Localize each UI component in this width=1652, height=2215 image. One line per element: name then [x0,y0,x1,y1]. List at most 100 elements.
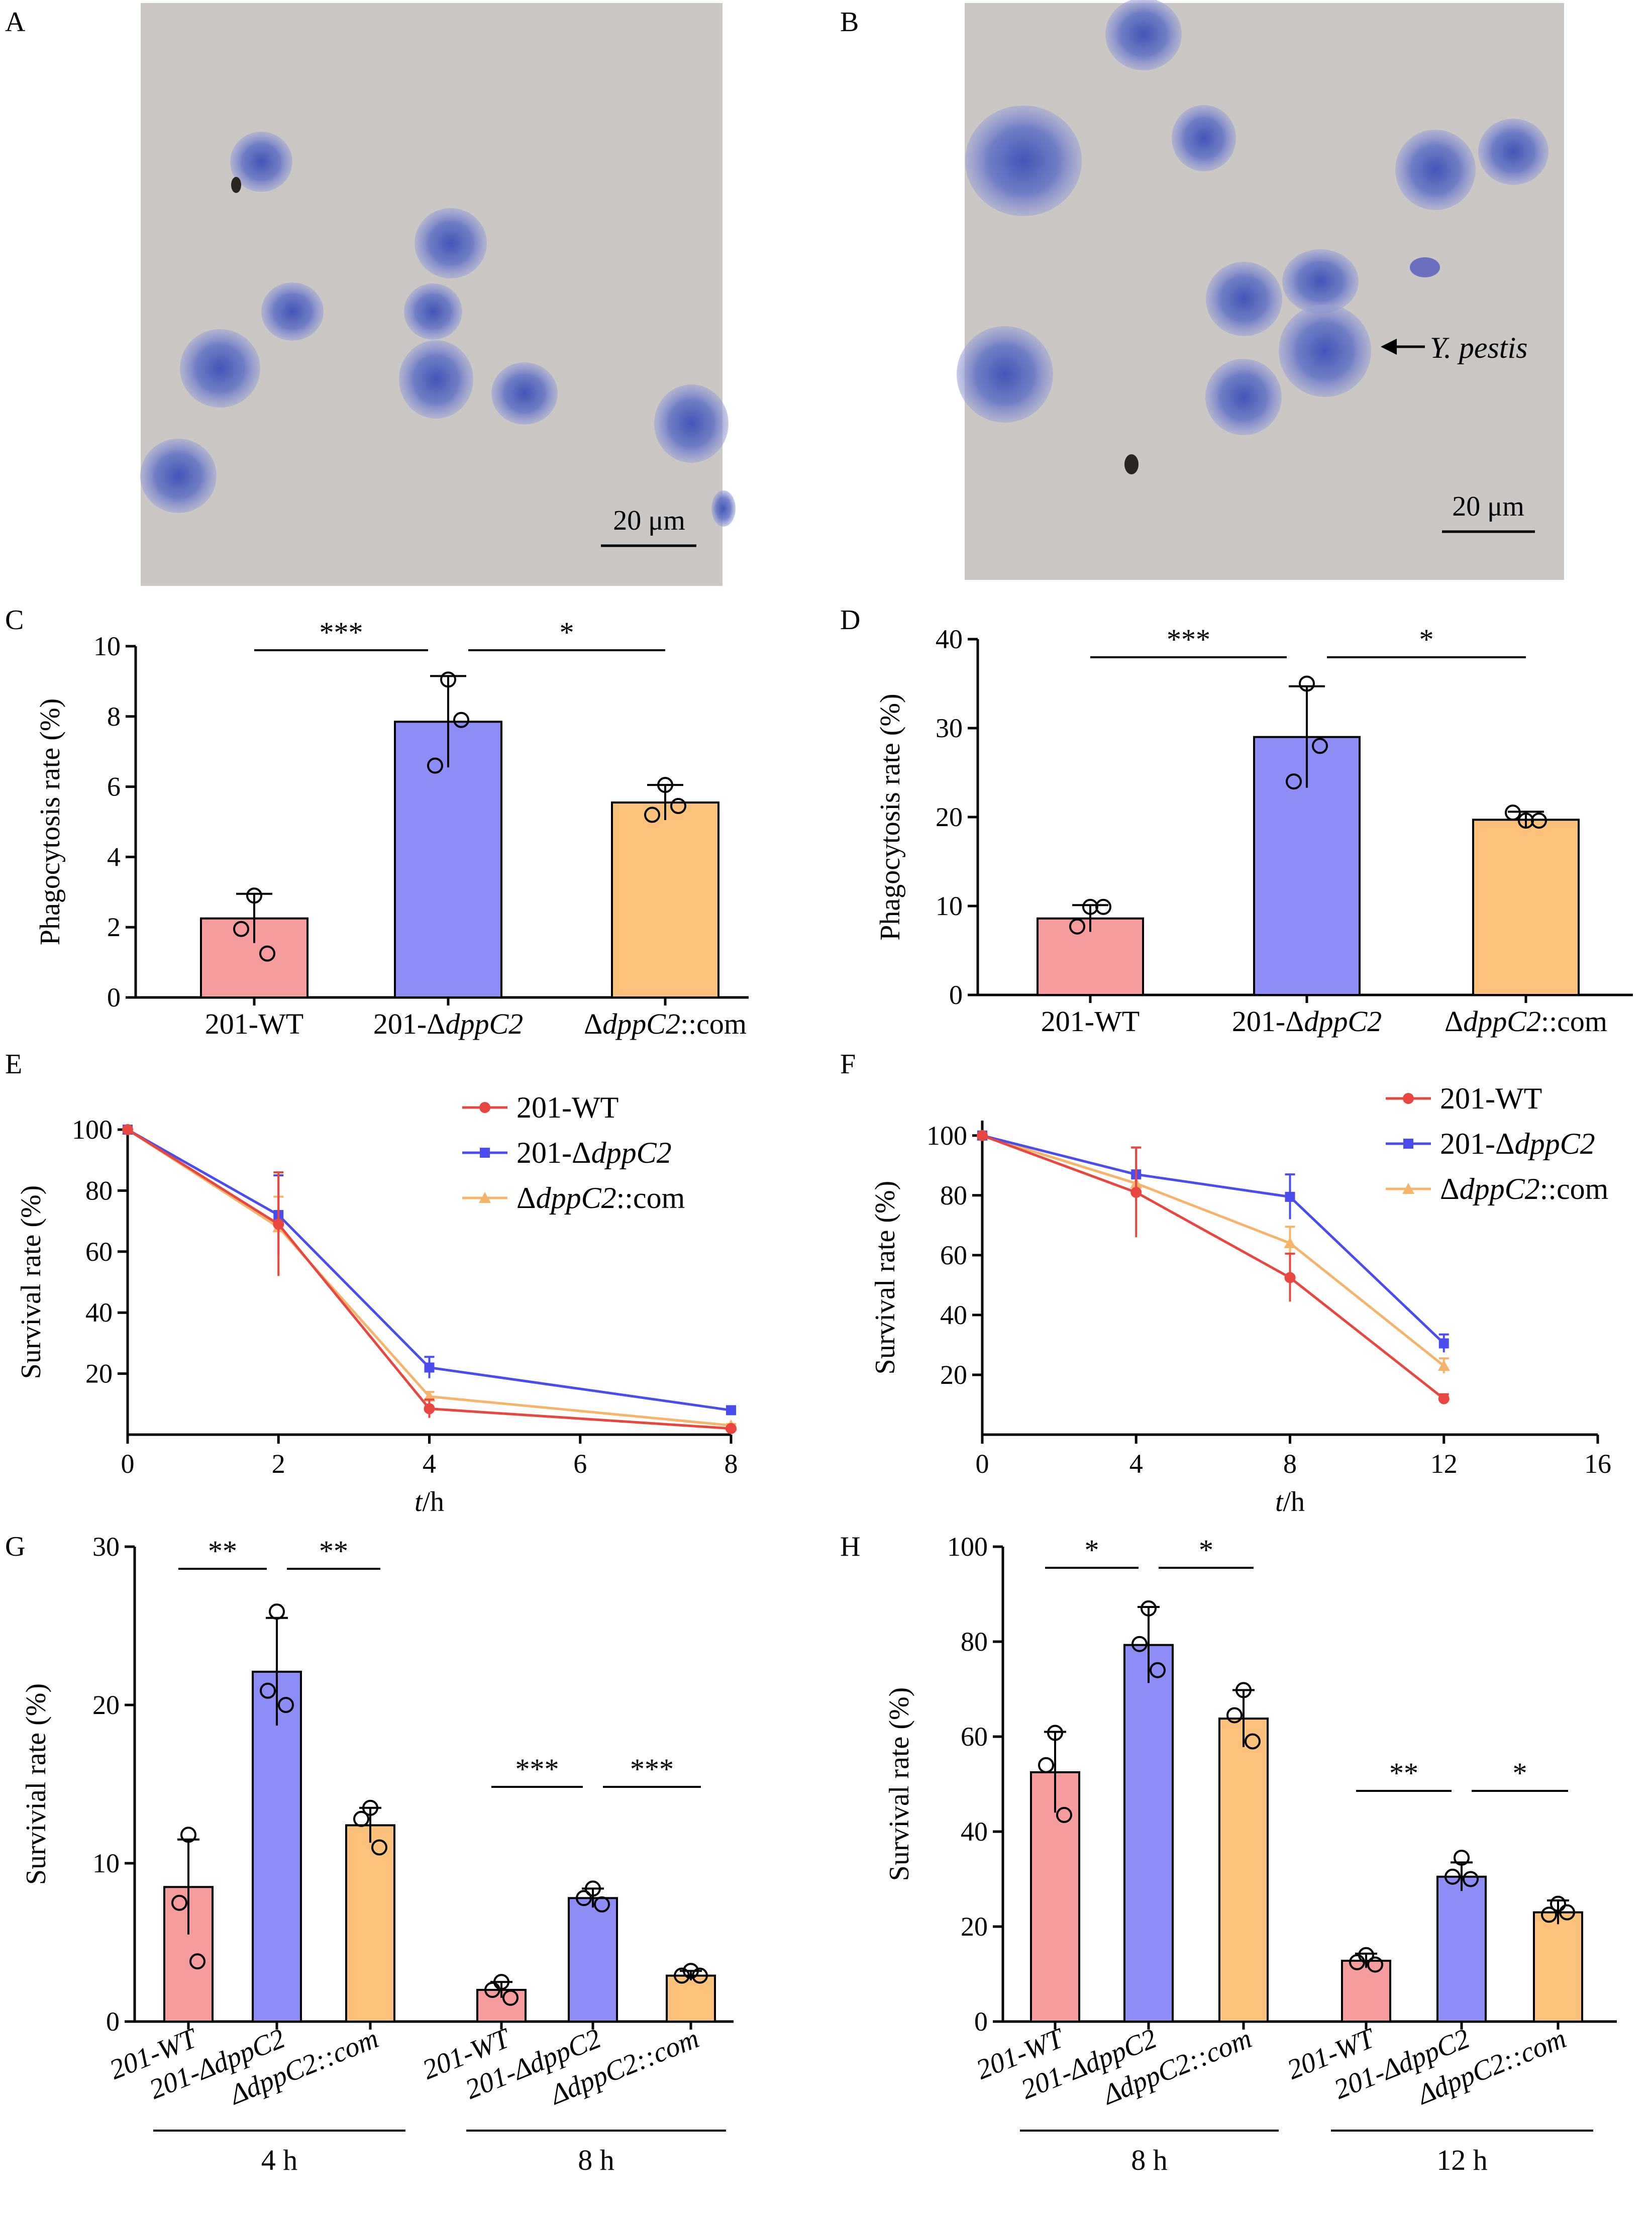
significance-label: ** [319,1535,348,1567]
y-tick-label: 10 [92,1848,120,1878]
data-point [424,1362,435,1373]
data-point [1095,898,1111,915]
arrow-head [1381,339,1397,355]
data-point [670,798,686,815]
panel-h-letter: H [840,1531,860,1562]
y-tick-label: 0 [107,982,121,1013]
legend-label: 201-WT [517,1091,618,1124]
significance-label: * [1085,1534,1099,1566]
data-point [1130,1186,1142,1198]
panel-a-letter: A [5,7,26,38]
debris [1124,454,1139,474]
data-point [1444,1868,1461,1885]
debris [231,177,241,193]
y-tick-label: 80 [940,1180,967,1211]
bar [1341,1960,1391,2023]
data-point [353,1810,369,1827]
x-tick-label: ΔdppC2::com [584,1008,747,1040]
data-point [180,1827,196,1843]
data-point [1438,1338,1449,1349]
x-tick-label: 0 [121,1449,135,1479]
y-tick-label: 100 [926,1121,967,1151]
x-axis-label: t/h [415,1486,444,1518]
cell [1395,130,1476,210]
bar [1218,1718,1269,2023]
bar [1123,1644,1174,2023]
data-point [1559,1904,1575,1921]
significance-label: ** [1389,1757,1418,1789]
chart-panel-e: E Survival rate (%) 20 40 60 80 100 0 2 4 6 8 t/h 201… [5,1049,738,1518]
cell [1478,119,1548,185]
x-axis-label: t/h [1275,1486,1305,1518]
x-tick-label: 4 [423,1449,436,1479]
data-point [1235,1682,1252,1698]
data-point [1285,1191,1295,1202]
x-tick-label: 8 [725,1449,738,1479]
bar [1533,1911,1583,2023]
scalebar-b-label: 20 μm [1452,491,1524,522]
series-line [982,1134,1445,1345]
bar [666,1974,716,2023]
data-point [683,1963,699,1979]
data-point [371,1839,387,1856]
cell [140,439,217,513]
data-point [1403,1139,1413,1149]
data-point [674,1967,690,1984]
data-point [424,1403,435,1415]
significance-label: *** [515,1753,559,1785]
cell [415,208,487,278]
y-tick-label: 40 [940,1300,967,1330]
data-point [644,807,660,823]
data-point [1402,1183,1414,1194]
micrograph-b: B Y. pestis 20 μm [840,0,1564,580]
micrograph-b-cells [957,0,1548,474]
cell [1172,105,1236,171]
data-point [726,1405,736,1416]
y-axis-label: Phagocytosis rate (%) [875,693,906,940]
data-point [1541,1906,1557,1923]
y-tick-label: 2 [107,912,121,942]
significance-label: * [1199,1534,1213,1566]
y-tick-label: 30 [936,713,963,743]
x-tick-label: 0 [976,1449,989,1479]
data-point [977,1130,988,1141]
panel-g-letter: G [5,1531,25,1562]
series-line [127,1128,732,1412]
scalebar-a-label: 20 μm [613,505,685,536]
legend-label: ΔdppC2::com [517,1181,685,1215]
x-tick-label: 201-ΔdppC2 [373,1008,523,1040]
group-label: 8 h [1131,2144,1168,2176]
charts: C Phagocytosis rate (%) 0 2 4 6 8 10 201-WT 201-Δ… [5,605,1633,2176]
y-tick-label: 100 [947,1532,988,1562]
cell [711,490,736,527]
bar [1436,1875,1487,2023]
y-tick-label: 20 [85,1359,113,1389]
cell [1206,262,1282,336]
data-point [273,1219,284,1230]
data-point [585,1880,601,1897]
significance-label: ** [208,1535,237,1567]
x-tick-label: 201-WT [205,1008,304,1040]
data-point [657,777,673,793]
data-point [479,1192,491,1203]
series-line [982,1134,1445,1400]
panel-d-letter: D [840,605,860,636]
x-tick-label: 16 [1584,1449,1611,1479]
y-tick-label: 4 [107,842,121,872]
panel-f-letter: F [840,1049,856,1080]
group-label: 12 h [1436,2144,1488,2176]
group-label: 4 h [261,2144,298,2176]
legend-label: 201-ΔdppC2 [1440,1127,1595,1160]
data-point [1131,1636,1148,1652]
data-point [1454,1849,1470,1866]
y-tick-label: 80 [961,1627,988,1657]
y-axis-label: Phagocytosis rate (%) [35,698,66,945]
data-point [233,921,249,937]
data-point [1284,1272,1296,1283]
data-point [1284,1237,1296,1249]
panel-e-letter: E [5,1049,22,1080]
micrograph-a-cells [140,132,736,527]
significance-label: *** [320,616,363,649]
